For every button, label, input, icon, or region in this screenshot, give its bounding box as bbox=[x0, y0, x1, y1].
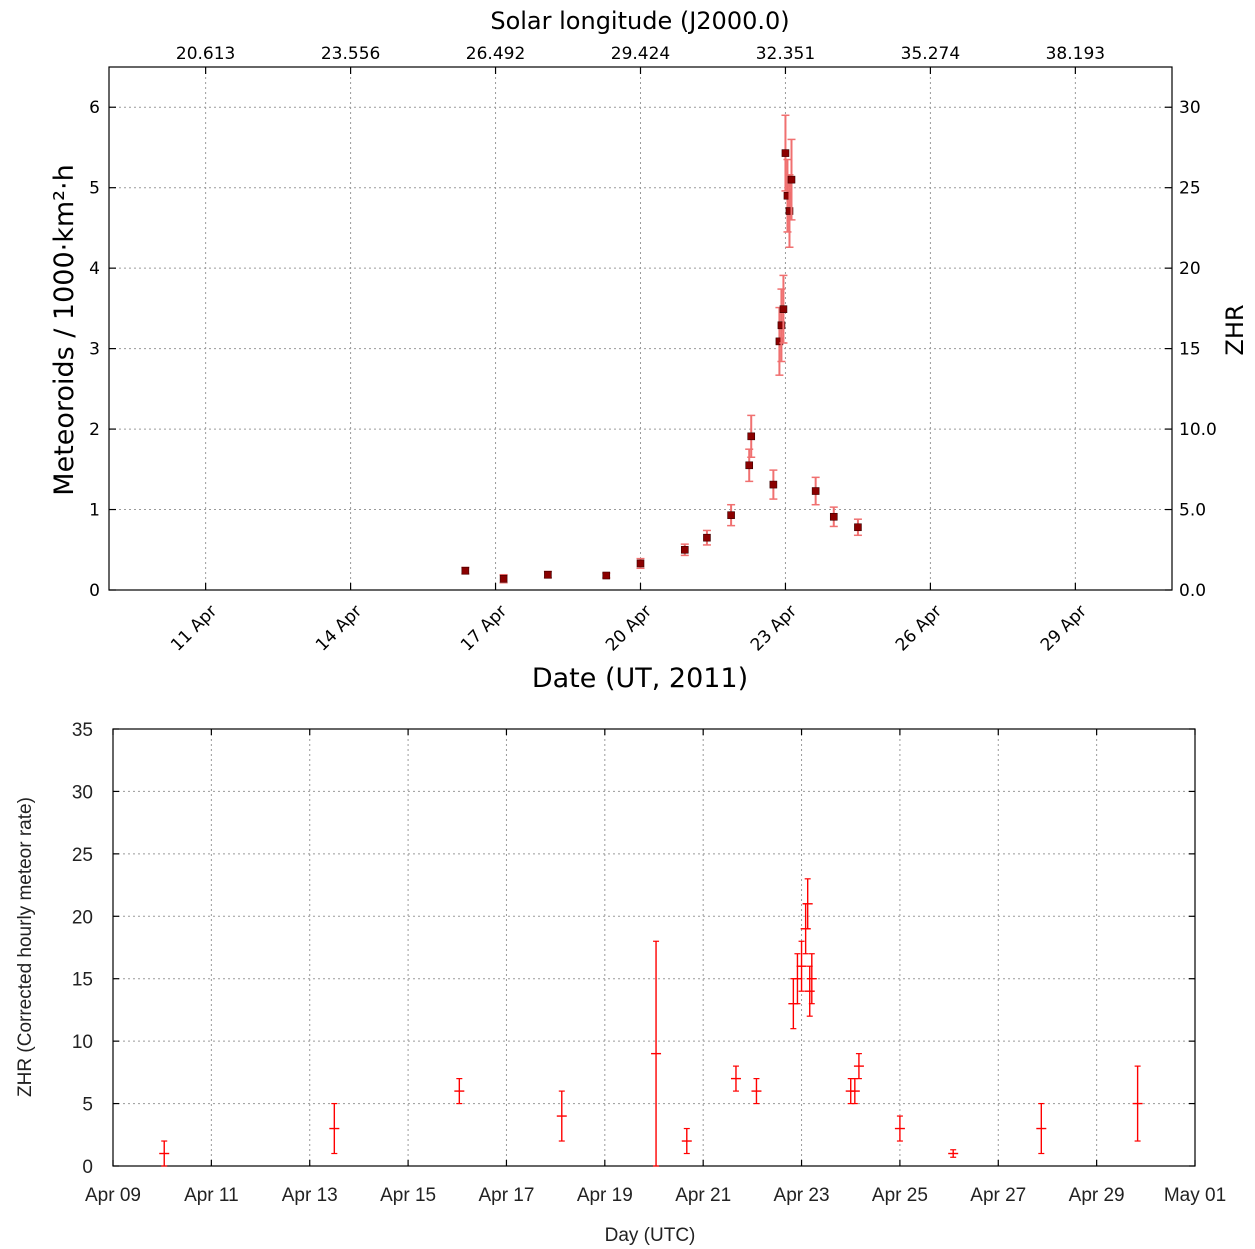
bottom-chart-x-tick-label: Apr 23 bbox=[774, 1185, 830, 1206]
top-chart-x-tick-label: 17 Apr bbox=[457, 601, 511, 655]
top-chart-x-tick-label: 14 Apr bbox=[312, 601, 366, 655]
top-chart-point bbox=[544, 570, 552, 579]
bottom-chart-y-axis-title: ZHR (Corrected hourly meteor rate) bbox=[15, 797, 36, 1097]
top-chart-y2-tick-label: 20 bbox=[1179, 259, 1201, 279]
bottom-chart-x-axis-title: Day (UTC) bbox=[605, 1225, 696, 1246]
top-chart-point bbox=[779, 305, 788, 313]
top-chart-y-tick-label: 6 bbox=[89, 98, 100, 118]
top-chart-point bbox=[854, 523, 862, 532]
top-chart-point bbox=[769, 480, 778, 489]
top-chart-y-tick-label: 3 bbox=[89, 340, 100, 360]
top-chart-x-tick-label: 29 Apr bbox=[1037, 601, 1091, 655]
bottom-chart-y-tick-label: 10 bbox=[72, 1032, 93, 1053]
top-chart-point bbox=[680, 545, 689, 554]
top-chart-top-tick-label: 20.613 bbox=[176, 44, 235, 64]
top-chart-y2-tick-label: 15 bbox=[1179, 340, 1201, 360]
bottom-chart-frame bbox=[112, 728, 1196, 1167]
bottom-chart-y-tick-label: 30 bbox=[72, 782, 93, 803]
bottom-chart-x-tick-label: Apr 29 bbox=[1069, 1185, 1125, 1206]
bottom-chart-marks bbox=[159, 878, 1143, 1167]
top-chart-y2-axis-title: ZHR bbox=[1221, 304, 1249, 355]
top-chart-point bbox=[747, 432, 756, 441]
top-chart-y-tick-label: 1 bbox=[89, 501, 100, 521]
top-chart-x-tick-label: 26 Apr bbox=[892, 601, 946, 655]
top-chart-point bbox=[727, 511, 735, 519]
top-chart-point bbox=[602, 571, 611, 580]
top-chart-y2-tick-label: 10.0 bbox=[1179, 420, 1217, 440]
top-chart-y-tick-label: 4 bbox=[89, 259, 100, 279]
top-chart-point bbox=[777, 321, 786, 330]
bottom-chart-y-tick-label: 35 bbox=[72, 720, 93, 741]
top-chart-top-tick-label: 23.556 bbox=[321, 44, 380, 64]
top-chart-y-tick-label: 0 bbox=[89, 581, 100, 601]
bottom-chart-x-tick-label: Apr 25 bbox=[872, 1185, 928, 1206]
top-chart-y-axis-title: Meteoroids / 1000·km²·h bbox=[49, 164, 80, 495]
bottom-chart-y-tick-label: 25 bbox=[72, 845, 93, 866]
top-chart-x-tick-label: 23 Apr bbox=[747, 601, 801, 655]
bottom-chart-y-tick-label: 0 bbox=[82, 1157, 93, 1178]
top-chart-point bbox=[461, 566, 470, 575]
top-chart-top-tick-label: 26.492 bbox=[466, 44, 525, 64]
top-chart-point bbox=[829, 512, 838, 521]
top-chart-point bbox=[499, 574, 508, 583]
top-chart-x-axis-title: Date (UT, 2011) bbox=[532, 663, 748, 694]
top-chart-grid bbox=[109, 67, 1172, 590]
bottom-chart-x-tick-label: Apr 19 bbox=[577, 1185, 633, 1206]
top-chart-point bbox=[787, 175, 796, 184]
top-chart-top-tick-label: 29.424 bbox=[611, 44, 670, 64]
top-chart-point bbox=[811, 487, 820, 495]
top-chart-y-tick-label: 5 bbox=[89, 179, 100, 199]
bottom-chart-x-tick-label: Apr 09 bbox=[85, 1185, 141, 1206]
top-chart-x-tick-label: 11 Apr bbox=[167, 601, 221, 655]
top-chart-y2-tick-label: 30 bbox=[1179, 98, 1201, 118]
bottom-chart-x-tick-label: May 01 bbox=[1164, 1185, 1226, 1206]
bottom-chart-ticks bbox=[112, 728, 1196, 1167]
top-chart-point bbox=[636, 559, 645, 568]
top-chart-point bbox=[703, 533, 711, 542]
top-chart-y2-tick-label: 25 bbox=[1179, 179, 1201, 199]
bottom-chart-tick-labels: Apr 09 Apr 11 Apr 13 Apr 15 Apr 17 Apr 19 Apr … bbox=[72, 720, 1226, 1206]
top-chart-y2-tick-label: 5.0 bbox=[1179, 501, 1206, 521]
bottom-chart-x-tick-label: Apr 11 bbox=[184, 1185, 239, 1206]
bottom-chart-x-tick-label: Apr 27 bbox=[970, 1185, 1026, 1206]
bottom-chart-grid bbox=[113, 729, 1195, 1166]
top-chart-point bbox=[781, 149, 790, 157]
top-chart-point bbox=[745, 461, 754, 470]
bottom-chart-x-tick-label: Apr 21 bbox=[675, 1185, 731, 1206]
top-chart-marks bbox=[461, 114, 862, 584]
bottom-chart-x-tick-label: Apr 17 bbox=[478, 1185, 534, 1206]
top-axis-title: Solar longitude (J2000.0) bbox=[490, 7, 789, 35]
bottom-chart-y-tick-label: 5 bbox=[82, 1095, 93, 1116]
bottom-chart-x-tick-label: Apr 13 bbox=[282, 1185, 338, 1206]
top-chart-tick-labels: 11 Apr 20.613 14 Apr 23.556 17 Apr 26.492 20 A… bbox=[89, 44, 1217, 655]
bottom-chart-x-tick-label: Apr 15 bbox=[380, 1185, 436, 1206]
top-chart-top-tick-label: 38.193 bbox=[1046, 44, 1105, 64]
top-chart-top-tick-label: 32.351 bbox=[756, 44, 815, 64]
top-chart-point bbox=[785, 207, 794, 215]
bottom-chart-y-tick-label: 15 bbox=[72, 970, 93, 991]
top-chart-y-tick-label: 2 bbox=[89, 420, 100, 440]
top-chart-ticks bbox=[109, 67, 1172, 591]
top-chart-top-tick-label: 35.274 bbox=[901, 44, 960, 64]
top-chart-y2-tick-label: 0.0 bbox=[1179, 581, 1206, 601]
top-chart-x-tick-label: 20 Apr bbox=[602, 601, 656, 655]
bottom-chart-y-tick-label: 20 bbox=[72, 907, 93, 928]
